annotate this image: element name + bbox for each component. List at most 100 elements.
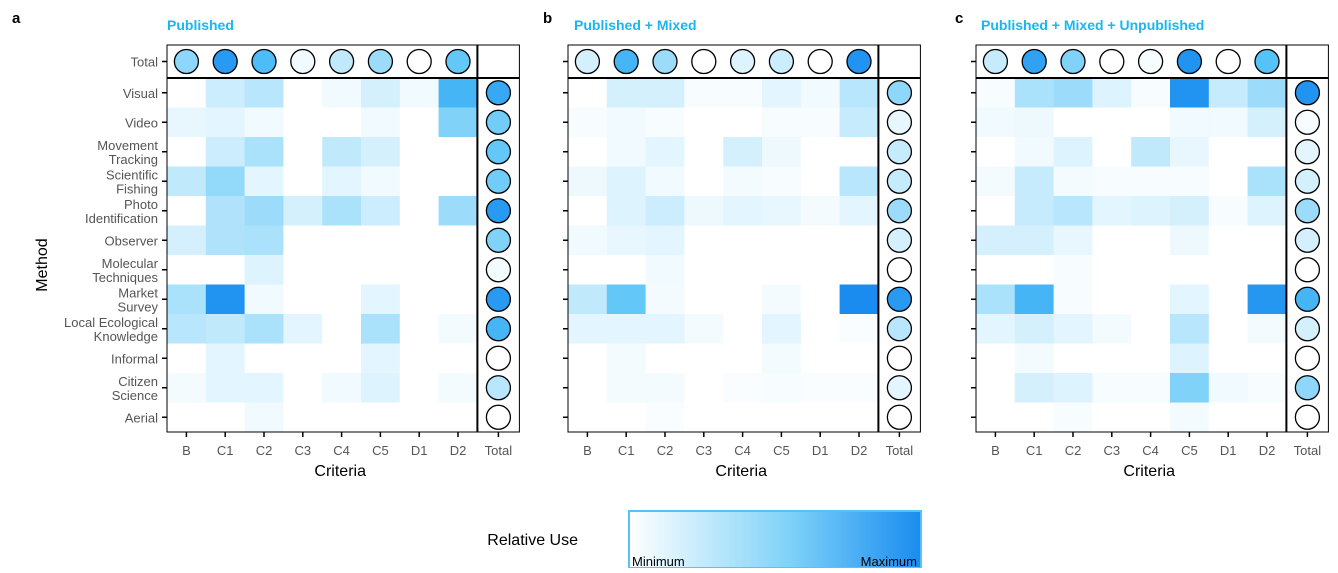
heat-cell (684, 137, 724, 167)
heat-cell (205, 107, 246, 138)
heat-cell (976, 137, 1016, 167)
heat-cell (1208, 343, 1249, 374)
heat-cell (399, 137, 440, 167)
heat-cell (167, 78, 207, 108)
heat-cell (684, 255, 724, 285)
heat-cell (645, 196, 685, 226)
heat-cell (976, 343, 1016, 374)
heat-cell (606, 137, 647, 167)
heat-cell (1131, 137, 1171, 167)
heat-cell (361, 373, 401, 403)
heat-cell (645, 78, 685, 108)
heat-cell (205, 314, 246, 344)
row-total-circle (886, 286, 913, 312)
heat-cell (606, 107, 647, 138)
heat-cell (322, 373, 362, 403)
x-tick-label-c2: C2 (1065, 443, 1082, 458)
heat-cell (1170, 284, 1210, 315)
row-total-circle (485, 257, 512, 283)
heat-cell (568, 284, 608, 315)
heat-cell (1247, 107, 1287, 138)
heat-cell (1014, 255, 1055, 285)
heat-cell (167, 284, 207, 315)
heat-cell (1247, 196, 1287, 226)
heat-cell (800, 78, 841, 108)
heat-cell (568, 402, 608, 433)
x-tick-label-total: Total (1294, 443, 1322, 458)
heat-cell (244, 225, 284, 256)
heat-cell (322, 402, 362, 433)
heat-cell (1208, 196, 1249, 226)
heat-cell (399, 166, 440, 197)
x-tick-label-c3: C3 (695, 443, 712, 458)
heat-cell (568, 225, 608, 256)
x-axis-title: Criteria (715, 463, 767, 480)
y-tick-label-informal: Informal (111, 351, 158, 366)
heat-cell (438, 314, 478, 344)
y-tick-label-movement-tracking: Movement Tracking (97, 138, 158, 167)
heat-cell (1014, 107, 1055, 138)
heat-cell (244, 255, 284, 285)
row-total-circle (1294, 139, 1321, 165)
panel-b: b Published + Mixed B C1 C2 C3 C4 C5 D1 D2 Total Cr… (543, 10, 921, 480)
legend-title: Relative Use (487, 532, 578, 549)
x-tick-label-d1: D1 (1220, 443, 1237, 458)
heat-cell (800, 314, 841, 344)
y-tick-label-observer: Observer (105, 233, 159, 248)
heat-cell (839, 166, 879, 197)
row-total-circle (886, 345, 913, 371)
column-total-circle (212, 48, 238, 75)
column-total-circle (290, 48, 316, 75)
heat-cell (1131, 225, 1171, 256)
heat-cell (399, 107, 440, 138)
heat-cell (322, 107, 362, 138)
panel-title: Published + Mixed + Unpublished (981, 17, 1204, 33)
heat-cell (244, 137, 284, 167)
heat-cell (1053, 402, 1093, 433)
row-total-circle (886, 109, 913, 135)
panel-frame (567, 44, 921, 433)
heat-cell (800, 343, 841, 374)
column-total-circle (807, 48, 833, 75)
heat-cell (723, 343, 763, 374)
heat-cell (1170, 402, 1210, 433)
heat-cell (438, 343, 478, 374)
legend-max-label: Maximum (861, 554, 917, 568)
y-tick-label-visual: Visual (123, 86, 158, 101)
x-tick-label-total: Total (485, 443, 513, 458)
heat-cell (361, 284, 401, 315)
heat-cell (438, 255, 478, 285)
heat-cell (568, 343, 608, 374)
heat-cell (976, 284, 1016, 315)
heat-cell (244, 107, 284, 138)
heat-cell (1131, 314, 1171, 344)
heat-cell (283, 402, 323, 433)
heat-cell (684, 284, 724, 315)
heat-cell (322, 137, 362, 167)
heat-cell (762, 137, 802, 167)
x-tick-label-d2: D2 (851, 443, 868, 458)
heat-cell (1053, 107, 1093, 138)
heat-cell (1208, 225, 1249, 256)
heat-cell (606, 166, 647, 197)
heat-cell (1247, 343, 1287, 374)
heat-cell (167, 402, 207, 433)
heat-cell (1131, 255, 1171, 285)
heat-cell (361, 107, 401, 138)
heat-cell (361, 78, 401, 108)
heat-cell (1208, 78, 1249, 108)
heat-cell (800, 225, 841, 256)
heat-cell (1170, 343, 1210, 374)
heat-cell (800, 196, 841, 226)
heat-cell (684, 343, 724, 374)
column-total-circle (1137, 48, 1164, 75)
heat-cell (361, 255, 401, 285)
heat-cell (1208, 255, 1249, 285)
row-total-circle (886, 375, 913, 401)
heat-cell (800, 107, 841, 138)
panel-title: Published (167, 17, 234, 33)
x-tick-label-c1: C1 (217, 443, 234, 458)
heat-cell (1092, 107, 1132, 138)
heat-cell (1131, 284, 1171, 315)
